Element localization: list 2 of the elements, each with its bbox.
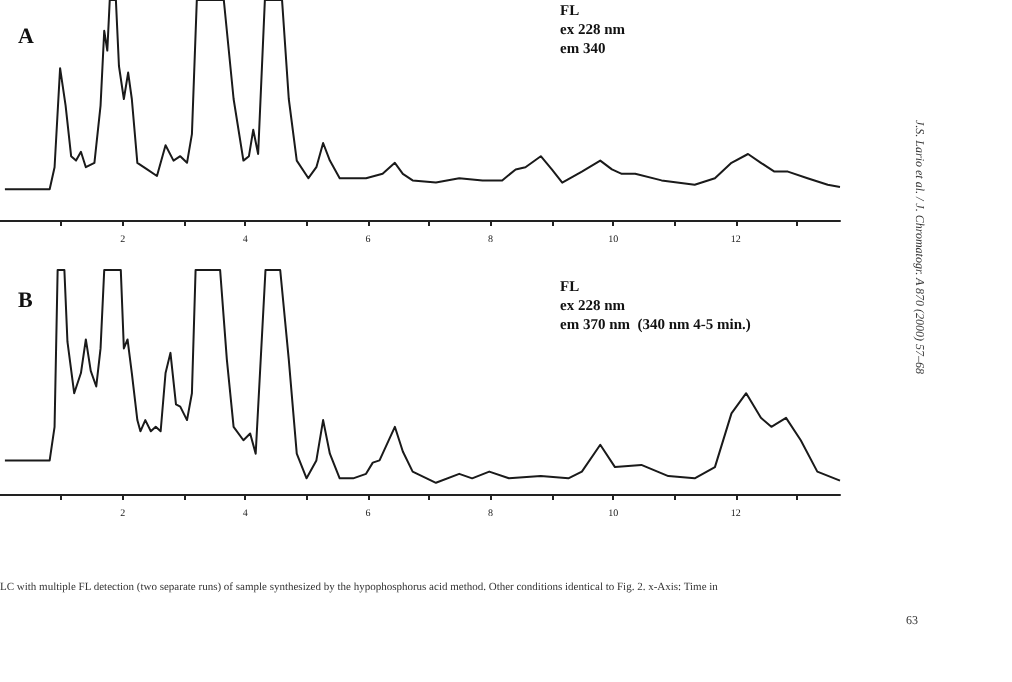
- text: B: [18, 289, 34, 313]
- text: A: [18, 25, 34, 49]
